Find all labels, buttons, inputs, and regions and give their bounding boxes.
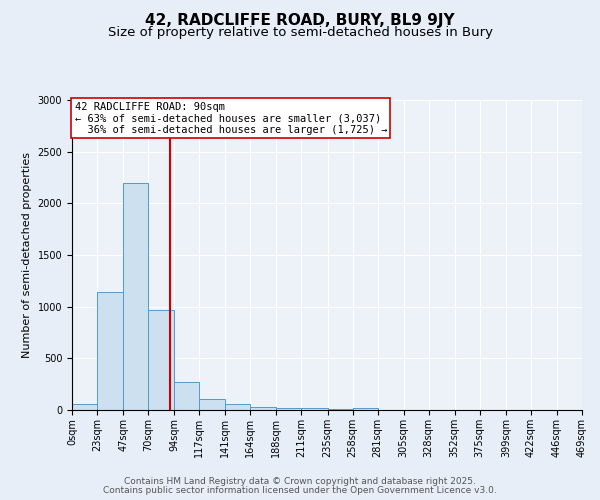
Bar xyxy=(328,409,353,410)
Text: Size of property relative to semi-detached houses in Bury: Size of property relative to semi-detach… xyxy=(107,26,493,39)
Text: 42 RADCLIFFE ROAD: 90sqm
← 63% of semi-detached houses are smaller (3,037)
  36%: 42 RADCLIFFE ROAD: 90sqm ← 63% of semi-d… xyxy=(74,102,387,134)
Bar xyxy=(72,404,97,410)
Text: Contains public sector information licensed under the Open Government Licence v3: Contains public sector information licen… xyxy=(103,486,497,495)
Bar xyxy=(226,404,250,410)
Bar xyxy=(301,408,328,410)
Bar xyxy=(250,407,277,410)
Bar xyxy=(148,310,174,410)
Y-axis label: Number of semi-detached properties: Number of semi-detached properties xyxy=(22,152,32,358)
Bar xyxy=(123,182,148,410)
Text: Contains HM Land Registry data © Crown copyright and database right 2025.: Contains HM Land Registry data © Crown c… xyxy=(124,477,476,486)
Bar xyxy=(353,408,377,410)
Bar xyxy=(199,399,226,410)
Text: 42, RADCLIFFE ROAD, BURY, BL9 9JY: 42, RADCLIFFE ROAD, BURY, BL9 9JY xyxy=(145,12,455,28)
Bar xyxy=(174,382,199,410)
Bar xyxy=(277,408,301,410)
Bar xyxy=(97,292,123,410)
